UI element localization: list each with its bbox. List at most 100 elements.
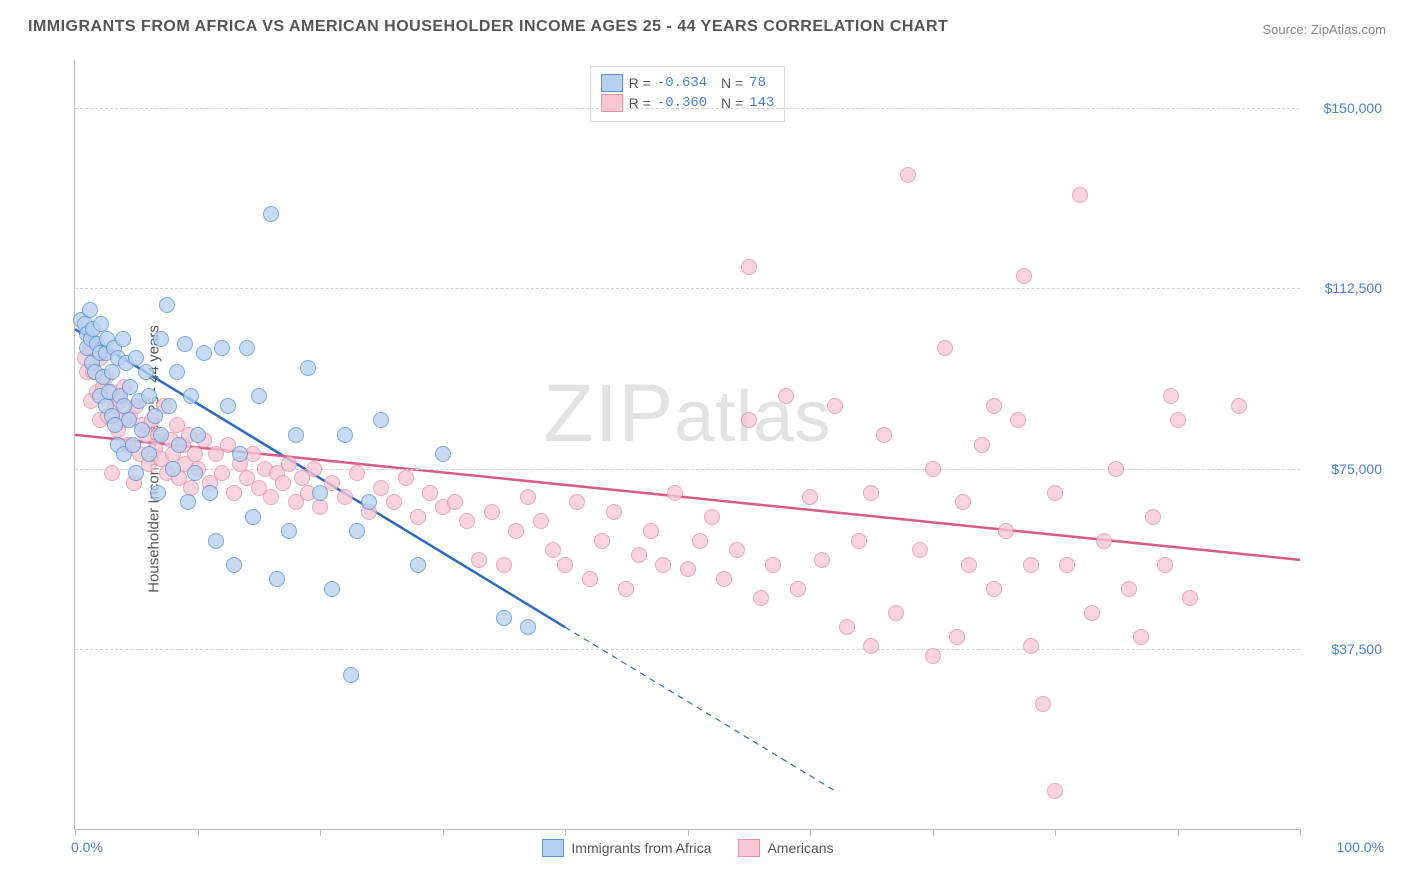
scatter-point: [373, 412, 389, 428]
scatter-point: [459, 513, 475, 529]
scatter-point: [876, 427, 892, 443]
x-tick: [1300, 829, 1301, 836]
scatter-point: [141, 446, 157, 462]
scatter-point: [545, 542, 561, 558]
scatter-point: [912, 542, 928, 558]
legend-item-series-2: Americans: [737, 839, 833, 857]
trend-lines-layer: [75, 60, 1300, 829]
scatter-point: [183, 388, 199, 404]
chart-container: Householder Income Ages 25 - 44 years ZI…: [28, 48, 1388, 870]
scatter-point: [496, 610, 512, 626]
scatter-point: [306, 461, 322, 477]
scatter-point: [312, 485, 328, 501]
scatter-point: [239, 340, 255, 356]
scatter-point: [263, 206, 279, 222]
scatter-point: [667, 485, 683, 501]
scatter-point: [251, 388, 267, 404]
x-tick: [810, 829, 811, 836]
scatter-point: [180, 494, 196, 510]
series-2-name: Americans: [767, 840, 833, 856]
scatter-point: [1145, 509, 1161, 525]
scatter-point: [1047, 485, 1063, 501]
scatter-point: [1157, 557, 1173, 573]
scatter-point: [802, 489, 818, 505]
scatter-point: [153, 331, 169, 347]
series-1-name: Immigrants from Africa: [571, 840, 711, 856]
scatter-point: [373, 480, 389, 496]
scatter-point: [343, 667, 359, 683]
scatter-point: [533, 513, 549, 529]
scatter-point: [275, 475, 291, 491]
legend-stats: R = -0.634 N = 78 R = -0.360 N = 143: [590, 66, 786, 122]
legend-swatch-series-2b: [737, 839, 759, 857]
scatter-point: [1059, 557, 1075, 573]
scatter-point: [643, 523, 659, 539]
y-tick-label: $112,500: [1306, 280, 1382, 296]
scatter-point: [520, 489, 536, 505]
scatter-point: [187, 465, 203, 481]
scatter-point: [998, 523, 1014, 539]
x-tick: [75, 829, 76, 836]
plot-area: ZIPatlas R = -0.634 N = 78 R = -0.360 N …: [74, 60, 1300, 830]
scatter-point: [196, 345, 212, 361]
scatter-point: [741, 259, 757, 275]
scatter-point: [165, 461, 181, 477]
scatter-point: [1035, 696, 1051, 712]
gridline: [75, 108, 1300, 109]
scatter-point: [471, 552, 487, 568]
scatter-point: [1121, 581, 1137, 597]
scatter-point: [82, 302, 98, 318]
scatter-point: [1133, 629, 1149, 645]
scatter-point: [974, 437, 990, 453]
x-max-label: 100.0%: [1337, 839, 1384, 855]
scatter-point: [1023, 638, 1039, 654]
scatter-point: [741, 412, 757, 428]
scatter-point: [232, 446, 248, 462]
scatter-point: [655, 557, 671, 573]
y-tick-label: $75,000: [1306, 461, 1382, 477]
scatter-point: [386, 494, 402, 510]
scatter-point: [925, 648, 941, 664]
scatter-point: [508, 523, 524, 539]
scatter-point: [171, 437, 187, 453]
scatter-point: [281, 456, 297, 472]
scatter-point: [281, 523, 297, 539]
scatter-point: [208, 533, 224, 549]
scatter-point: [851, 533, 867, 549]
scatter-point: [159, 297, 175, 313]
scatter-point: [122, 379, 138, 395]
scatter-point: [1170, 412, 1186, 428]
source-attribution: Source: ZipAtlas.com: [1262, 22, 1386, 37]
scatter-point: [398, 470, 414, 486]
scatter-point: [569, 494, 585, 510]
gridline: [75, 649, 1300, 650]
scatter-point: [1072, 187, 1088, 203]
legend-item-series-1: Immigrants from Africa: [541, 839, 711, 857]
scatter-point: [1023, 557, 1039, 573]
scatter-point: [814, 552, 830, 568]
scatter-point: [680, 561, 696, 577]
x-tick: [443, 829, 444, 836]
scatter-point: [177, 336, 193, 352]
scatter-point: [594, 533, 610, 549]
scatter-point: [337, 489, 353, 505]
scatter-point: [863, 638, 879, 654]
scatter-point: [312, 499, 328, 515]
legend-row-series-1: R = -0.634 N = 78: [601, 74, 775, 92]
y-tick-label: $37,500: [1306, 641, 1382, 657]
scatter-point: [925, 461, 941, 477]
scatter-point: [949, 629, 965, 645]
scatter-point: [496, 557, 512, 573]
scatter-point: [147, 408, 163, 424]
x-tick: [688, 829, 689, 836]
scatter-point: [484, 504, 500, 520]
scatter-point: [214, 340, 230, 356]
legend-swatch-series-1: [601, 74, 623, 92]
scatter-point: [141, 388, 157, 404]
scatter-point: [729, 542, 745, 558]
scatter-point: [104, 364, 120, 380]
scatter-point: [435, 446, 451, 462]
scatter-point: [349, 523, 365, 539]
scatter-point: [361, 494, 377, 510]
scatter-point: [447, 494, 463, 510]
